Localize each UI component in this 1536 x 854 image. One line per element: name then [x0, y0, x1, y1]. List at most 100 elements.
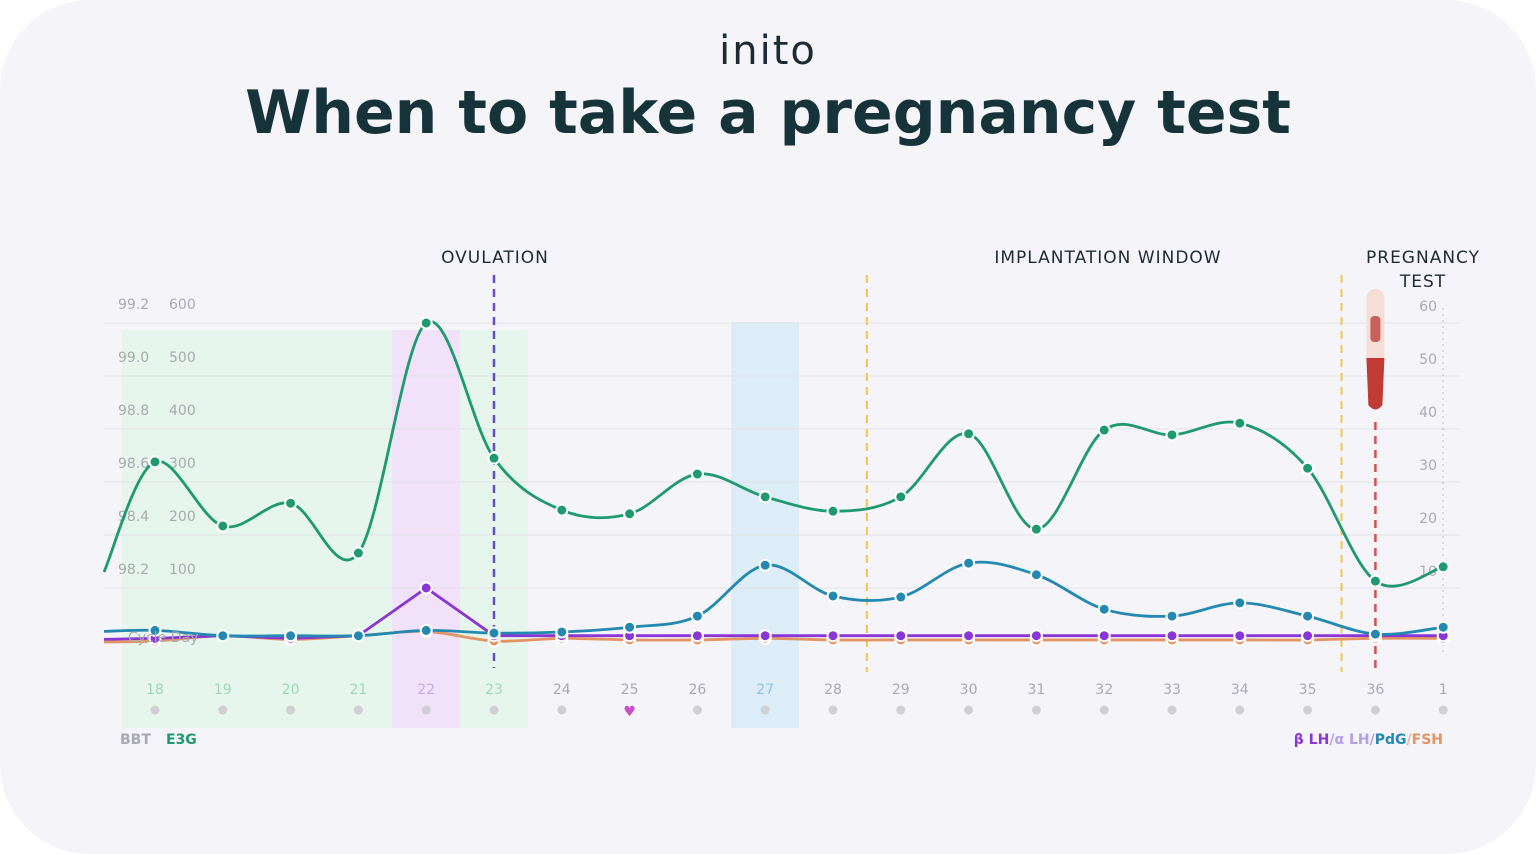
day-marker [489, 705, 499, 715]
data-point [148, 623, 162, 637]
e3g-tick-label: 100 [169, 562, 196, 578]
data-point [216, 629, 230, 643]
day-marker [150, 705, 160, 715]
inito-logo: inito [719, 28, 817, 74]
day-marker [964, 705, 974, 715]
data-point [1436, 560, 1450, 574]
data-point [623, 620, 637, 634]
data-point [1301, 629, 1315, 643]
day-label: 29 [892, 682, 910, 698]
day-label: 28 [824, 682, 842, 698]
day-label: 27 [756, 682, 774, 698]
day-marker [218, 705, 228, 715]
data-point [351, 629, 365, 643]
data-point [1436, 620, 1450, 634]
legend-item: / [1329, 732, 1335, 748]
legend-item: PdG [1375, 732, 1407, 748]
data-point [487, 626, 501, 640]
series-line-e3g [102, 320, 1444, 588]
heart-icon: ♥ [623, 704, 636, 720]
day-label: 32 [1095, 682, 1113, 698]
data-point [826, 589, 840, 603]
legend-item: / [1370, 732, 1376, 748]
test-handle [1366, 358, 1385, 410]
day-label: 20 [282, 682, 300, 698]
data-point [1029, 568, 1043, 582]
day-label: 31 [1027, 682, 1045, 698]
data-point [1233, 596, 1247, 610]
day-marker [896, 705, 906, 715]
bbt-tick-label: 99.0 [118, 350, 149, 366]
e3g-tick-label: 500 [169, 350, 196, 366]
data-point [555, 503, 569, 517]
data-point [894, 590, 908, 604]
day-marker [1167, 705, 1177, 715]
day-marker [1235, 705, 1245, 715]
day-marker [353, 705, 363, 715]
day-label: 21 [349, 682, 367, 698]
ovulation-label: OVULATION [441, 248, 549, 268]
day-label: 24 [553, 682, 571, 698]
right-tick-label: 50 [1419, 352, 1437, 368]
x-axis-label: Cycle Day [128, 630, 198, 646]
right-tick-label: 30 [1419, 458, 1437, 474]
implantation-window-label: IMPLANTATION WINDOW [994, 248, 1221, 268]
day-label: 26 [688, 682, 706, 698]
data-point [1301, 609, 1315, 623]
day-label: 18 [146, 682, 164, 698]
day-marker [692, 705, 702, 715]
data-point [690, 629, 704, 643]
data-point [1165, 629, 1179, 643]
day-label: 23 [485, 682, 503, 698]
data-point [962, 427, 976, 441]
data-point [826, 629, 840, 643]
bbt-tick-label: 98.8 [118, 403, 149, 419]
pregnancy-test-icon [1366, 289, 1385, 410]
data-point [1029, 629, 1043, 643]
day-label: 35 [1299, 682, 1317, 698]
bbt-tick-label: 99.2 [118, 297, 149, 313]
day-label: 1 [1439, 682, 1448, 698]
day-marker [828, 705, 838, 715]
legend-item: FSH [1412, 732, 1443, 748]
e3g-tick-label: 600 [169, 297, 196, 313]
day-marker [421, 705, 431, 715]
day-marker [1099, 705, 1109, 715]
data-point [758, 490, 772, 504]
data-point [1029, 522, 1043, 536]
fertile-band [122, 330, 528, 728]
data-point [555, 625, 569, 639]
data-point [758, 558, 772, 572]
page-title: When to take a pregnancy test [245, 78, 1291, 148]
day-label: 25 [621, 682, 639, 698]
data-point [1368, 574, 1382, 588]
data-point [623, 507, 637, 521]
data-point [1233, 629, 1247, 643]
bbt-tick-label: 98.6 [118, 456, 149, 472]
data-point [419, 623, 433, 637]
data-point [284, 629, 298, 643]
legend-item: α LH [1334, 732, 1369, 748]
data-point [1097, 602, 1111, 616]
data-point [1097, 629, 1111, 643]
day-label: 22 [417, 682, 435, 698]
test-window [1370, 316, 1381, 342]
bbt-tick-label: 98.2 [118, 562, 149, 578]
day-marker [557, 705, 567, 715]
right-tick-label: 20 [1419, 511, 1437, 527]
right-tick-label: 60 [1419, 299, 1437, 315]
data-point [419, 581, 433, 595]
data-point [1097, 423, 1111, 437]
e3g-tick-label: 300 [169, 456, 196, 472]
data-point [1368, 627, 1382, 641]
legend-hormones: β LH/α LH/PdG/FSH [1294, 732, 1443, 748]
day-label: 33 [1163, 682, 1181, 698]
implantation-day-band [731, 322, 799, 728]
peak-band [392, 330, 460, 728]
data-point [690, 609, 704, 623]
data-point [148, 455, 162, 469]
data-point [690, 467, 704, 481]
day-marker [1031, 705, 1041, 715]
pregnancy-test-label: PREGNANCY [1366, 248, 1480, 268]
